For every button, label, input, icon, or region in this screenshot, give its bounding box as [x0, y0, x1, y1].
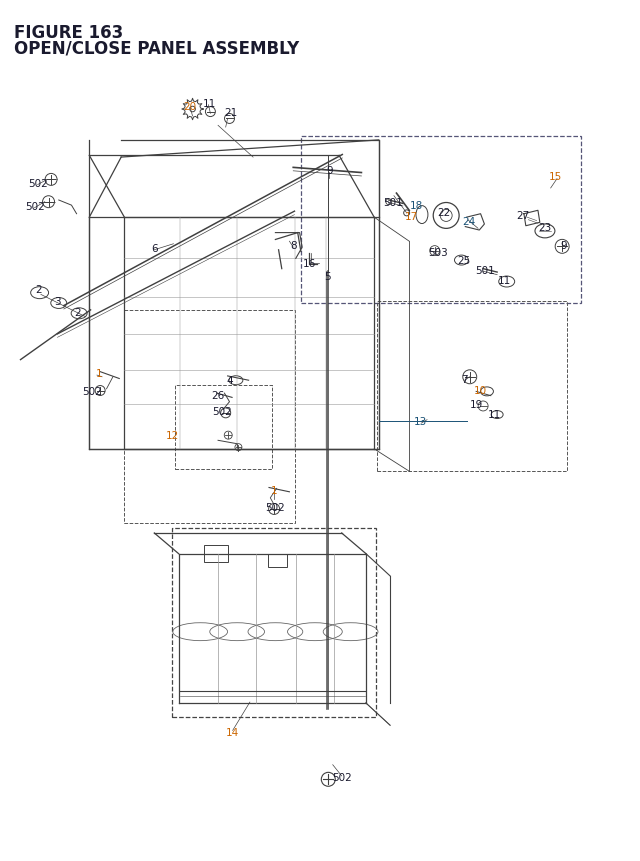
- Text: 9: 9: [560, 240, 567, 251]
- Text: 10: 10: [474, 385, 487, 395]
- Bar: [268, 554, 287, 567]
- Text: FIGURE 163: FIGURE 163: [14, 24, 124, 42]
- Text: 502: 502: [82, 386, 102, 396]
- Bar: [204, 545, 228, 562]
- Text: 16: 16: [303, 258, 316, 269]
- Text: 11: 11: [498, 276, 511, 286]
- Text: 9: 9: [326, 166, 333, 176]
- Text: 502: 502: [332, 771, 351, 782]
- Text: 11: 11: [487, 409, 500, 419]
- Bar: [124, 311, 295, 523]
- Text: 502: 502: [212, 406, 232, 417]
- Text: 24: 24: [462, 216, 475, 226]
- Text: 502: 502: [28, 178, 48, 189]
- Bar: [378, 302, 567, 472]
- Text: 14: 14: [225, 728, 239, 737]
- Text: 1: 1: [271, 486, 277, 495]
- Text: 17: 17: [404, 212, 418, 222]
- Text: 8: 8: [291, 241, 297, 251]
- Text: 3: 3: [54, 297, 61, 307]
- Text: 23: 23: [538, 222, 552, 232]
- Text: 20: 20: [183, 102, 196, 111]
- Text: 15: 15: [549, 171, 563, 182]
- Text: 501: 501: [383, 197, 403, 208]
- Text: 21: 21: [224, 108, 237, 117]
- Text: 11: 11: [202, 99, 216, 108]
- Text: 25: 25: [458, 256, 470, 266]
- Text: 503: 503: [429, 248, 449, 258]
- Text: OPEN/CLOSE PANEL ASSEMBLY: OPEN/CLOSE PANEL ASSEMBLY: [14, 40, 300, 58]
- Text: 7: 7: [461, 374, 467, 384]
- Text: 27: 27: [516, 211, 530, 221]
- Text: 501: 501: [475, 266, 495, 276]
- Text: 2: 2: [74, 307, 81, 317]
- Text: 12: 12: [166, 430, 179, 441]
- Text: 502: 502: [266, 503, 285, 512]
- Text: 1: 1: [95, 369, 102, 379]
- Bar: [301, 136, 581, 304]
- Bar: [172, 529, 376, 717]
- Text: 18: 18: [410, 201, 424, 211]
- Text: 2: 2: [35, 285, 42, 295]
- Text: 26: 26: [211, 390, 225, 400]
- Bar: [175, 385, 271, 469]
- Text: 13: 13: [414, 417, 428, 427]
- Text: 19: 19: [470, 400, 483, 410]
- Text: 6: 6: [151, 244, 157, 254]
- Text: 502: 502: [26, 201, 45, 212]
- Text: 4: 4: [226, 375, 233, 386]
- Text: 5: 5: [324, 271, 330, 282]
- Text: 22: 22: [437, 208, 451, 218]
